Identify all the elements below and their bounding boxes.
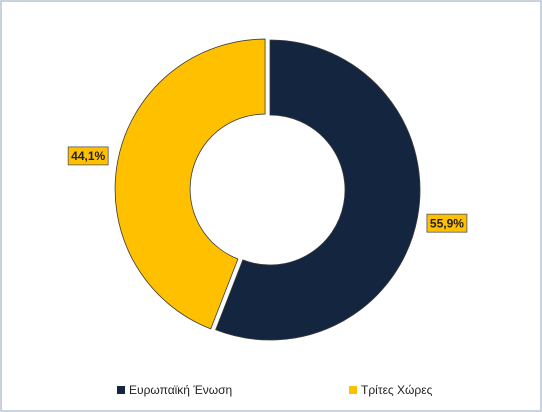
donut-slice bbox=[114, 38, 266, 330]
legend-swatch bbox=[349, 386, 357, 394]
value-label: 44,1% bbox=[71, 149, 105, 163]
legend-label: Τρίτες Χώρες bbox=[361, 383, 433, 397]
value-label: 55,9% bbox=[430, 216, 464, 230]
value-label-box bbox=[426, 213, 468, 233]
legend-label: Ευρωπαϊκή Ένωση bbox=[129, 383, 232, 397]
value-label-box bbox=[67, 146, 109, 166]
legend-swatch bbox=[117, 386, 125, 394]
donut-slice bbox=[215, 39, 421, 341]
